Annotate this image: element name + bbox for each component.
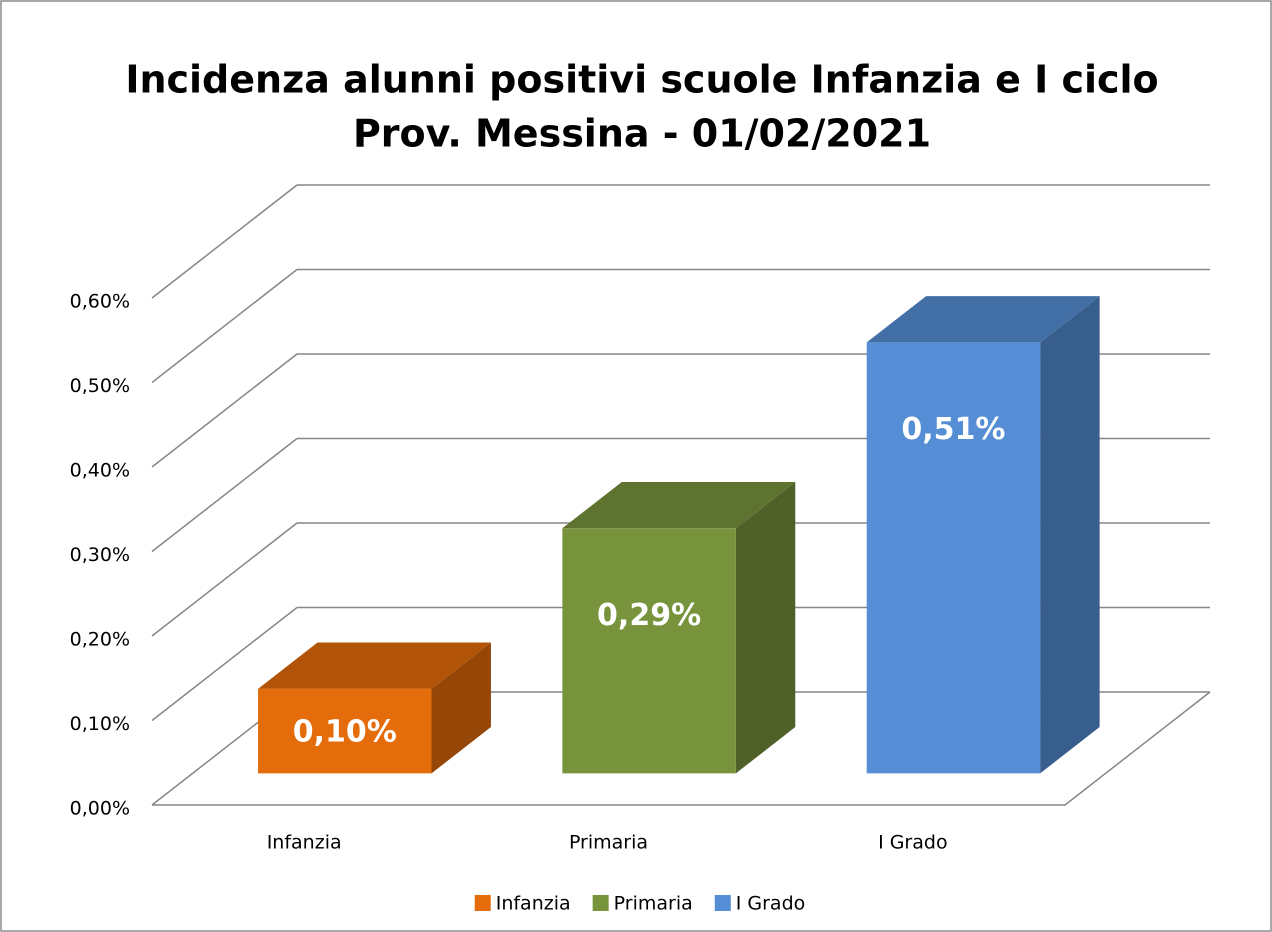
data-label: 0,10% bbox=[293, 715, 397, 750]
bar bbox=[258, 688, 432, 774]
legend-label: Primaria bbox=[614, 893, 693, 915]
y-tick-label: 0,20% bbox=[70, 629, 130, 651]
chart-title: Prov. Messina - 01/02/2021 bbox=[353, 112, 931, 156]
legend-swatch bbox=[714, 895, 731, 911]
bar-top bbox=[258, 642, 491, 689]
bar-top bbox=[866, 296, 1100, 343]
x-tick-label: Primaria bbox=[569, 832, 648, 854]
legend-label: Infanzia bbox=[496, 893, 571, 915]
floor bbox=[152, 691, 1211, 806]
grid-line bbox=[151, 268, 298, 384]
y-tick-label: 0,00% bbox=[70, 798, 130, 820]
chart-title: Incidenza alunni positivi scuole Infanzi… bbox=[125, 58, 1158, 102]
grid-line bbox=[151, 522, 298, 637]
grid-line bbox=[151, 606, 298, 722]
bar bbox=[866, 342, 1041, 774]
legend-swatch bbox=[474, 895, 491, 911]
bar-side bbox=[1040, 296, 1100, 774]
y-tick-label: 0,60% bbox=[70, 291, 130, 313]
bar-side bbox=[735, 481, 796, 774]
y-tick-label: 0,40% bbox=[70, 460, 130, 482]
data-label: 0,51% bbox=[901, 412, 1005, 447]
bar bbox=[562, 528, 736, 774]
legend-swatch bbox=[592, 895, 609, 911]
grid-line bbox=[151, 437, 298, 553]
y-tick-label: 0,30% bbox=[70, 544, 130, 566]
grid-line bbox=[151, 353, 298, 468]
legend-label: I Grado bbox=[736, 893, 806, 915]
x-tick-label: I Grado bbox=[878, 832, 948, 854]
bar-top bbox=[562, 481, 796, 529]
grid-line bbox=[151, 184, 298, 299]
y-tick-label: 0,10% bbox=[70, 713, 130, 735]
data-label: 0,29% bbox=[597, 598, 701, 633]
x-tick-label: Infanzia bbox=[267, 832, 342, 854]
y-tick-label: 0,50% bbox=[70, 375, 130, 397]
bar-side bbox=[431, 642, 491, 774]
legend: Infanzia Primaria I Grado bbox=[474, 893, 806, 915]
